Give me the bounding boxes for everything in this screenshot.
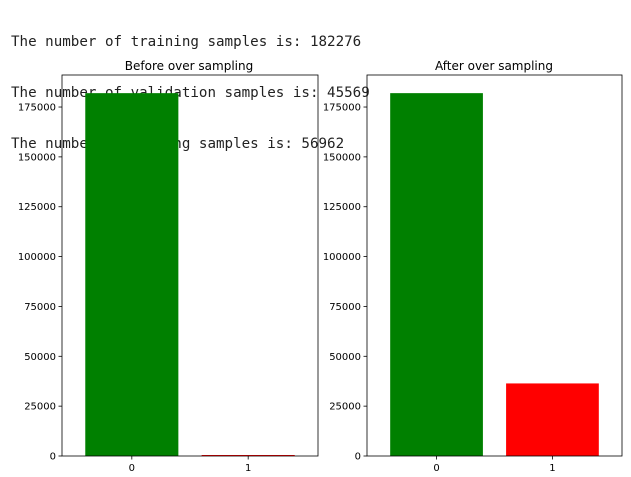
y-tick-label: 25000 — [24, 402, 56, 413]
bar-1 — [201, 455, 295, 456]
x-tick-label: 0 — [129, 463, 135, 474]
y-tick-label: 150000 — [323, 152, 361, 163]
y-tick-label: 100000 — [323, 252, 361, 263]
y-tick-label: 0 — [50, 452, 56, 463]
plot-frame — [61, 74, 319, 457]
chart-after-oversampling: After over sampling 0 25000 50000 75000 1000… — [323, 59, 623, 474]
x-tick-label: 0 — [433, 463, 439, 474]
chart-title: After over sampling — [435, 59, 553, 73]
y-tick-label: 100000 — [18, 252, 56, 263]
plot-frame — [366, 74, 623, 457]
bar-1 — [506, 383, 599, 456]
y-tick-label: 25000 — [329, 402, 361, 413]
y-tick-label: 125000 — [323, 202, 361, 213]
y-tick-label: 175000 — [18, 103, 56, 114]
y-tick-label: 125000 — [18, 202, 56, 213]
chart-title: Before over sampling — [125, 59, 253, 73]
y-tick-label: 0 — [355, 452, 361, 463]
x-tick-label: 1 — [245, 463, 251, 474]
y-tick-label: 75000 — [329, 302, 361, 313]
y-tick-label: 75000 — [24, 302, 56, 313]
chart-before-oversampling: Before over sampling 0 25000 50000 75000 100… — [18, 59, 319, 474]
bar-0 — [390, 93, 483, 456]
training-samples-line: The number of training samples is: 18227… — [11, 34, 362, 50]
validation-samples-line: The number of validation samples is: 455… — [11, 85, 370, 101]
y-tick-label: 175000 — [323, 103, 361, 114]
y-tick-label: 50000 — [329, 352, 361, 363]
y-tick-label: 150000 — [18, 152, 56, 163]
x-tick-label: 1 — [549, 463, 555, 474]
bar-0 — [85, 93, 179, 456]
y-tick-label: 50000 — [24, 352, 56, 363]
